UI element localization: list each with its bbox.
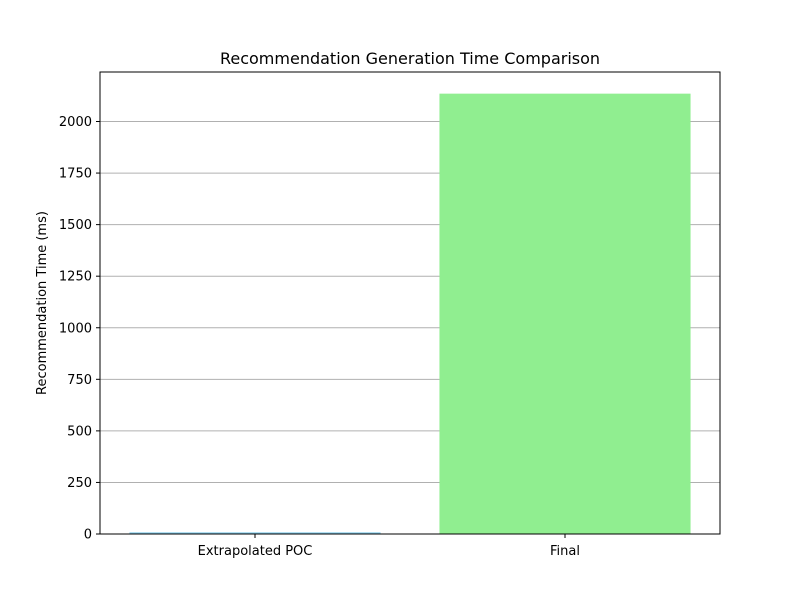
- y-tick-label: 2000: [59, 115, 92, 130]
- y-tick-label: 250: [67, 476, 92, 491]
- x-axis: Extrapolated POC Final: [198, 534, 580, 559]
- y-tick-label: 1500: [59, 218, 92, 233]
- y-tick-label: 0: [84, 528, 92, 543]
- y-tick-label: 1250: [59, 270, 92, 285]
- y-tick-label: 1750: [59, 167, 92, 182]
- plot-frame: [99, 71, 721, 535]
- chart-title: Recommendation Generation Time Compariso…: [220, 49, 600, 68]
- x-tick-label: Final: [550, 544, 580, 559]
- x-tick-label: Extrapolated POC: [198, 544, 313, 559]
- y-axis: 0 250 500 750 1000 1250 1500 1750 2000: [59, 115, 100, 543]
- bars: [129, 93, 691, 534]
- y-axis-label: Recommendation Time (ms): [35, 211, 50, 395]
- y-tick-label: 1000: [59, 321, 92, 336]
- y-tick-label: 500: [67, 424, 92, 439]
- grid-lines: [100, 121, 720, 483]
- bar-final: [439, 93, 691, 534]
- y-tick-label: 750: [67, 373, 92, 388]
- bar-extrapolated-poc: [129, 532, 381, 534]
